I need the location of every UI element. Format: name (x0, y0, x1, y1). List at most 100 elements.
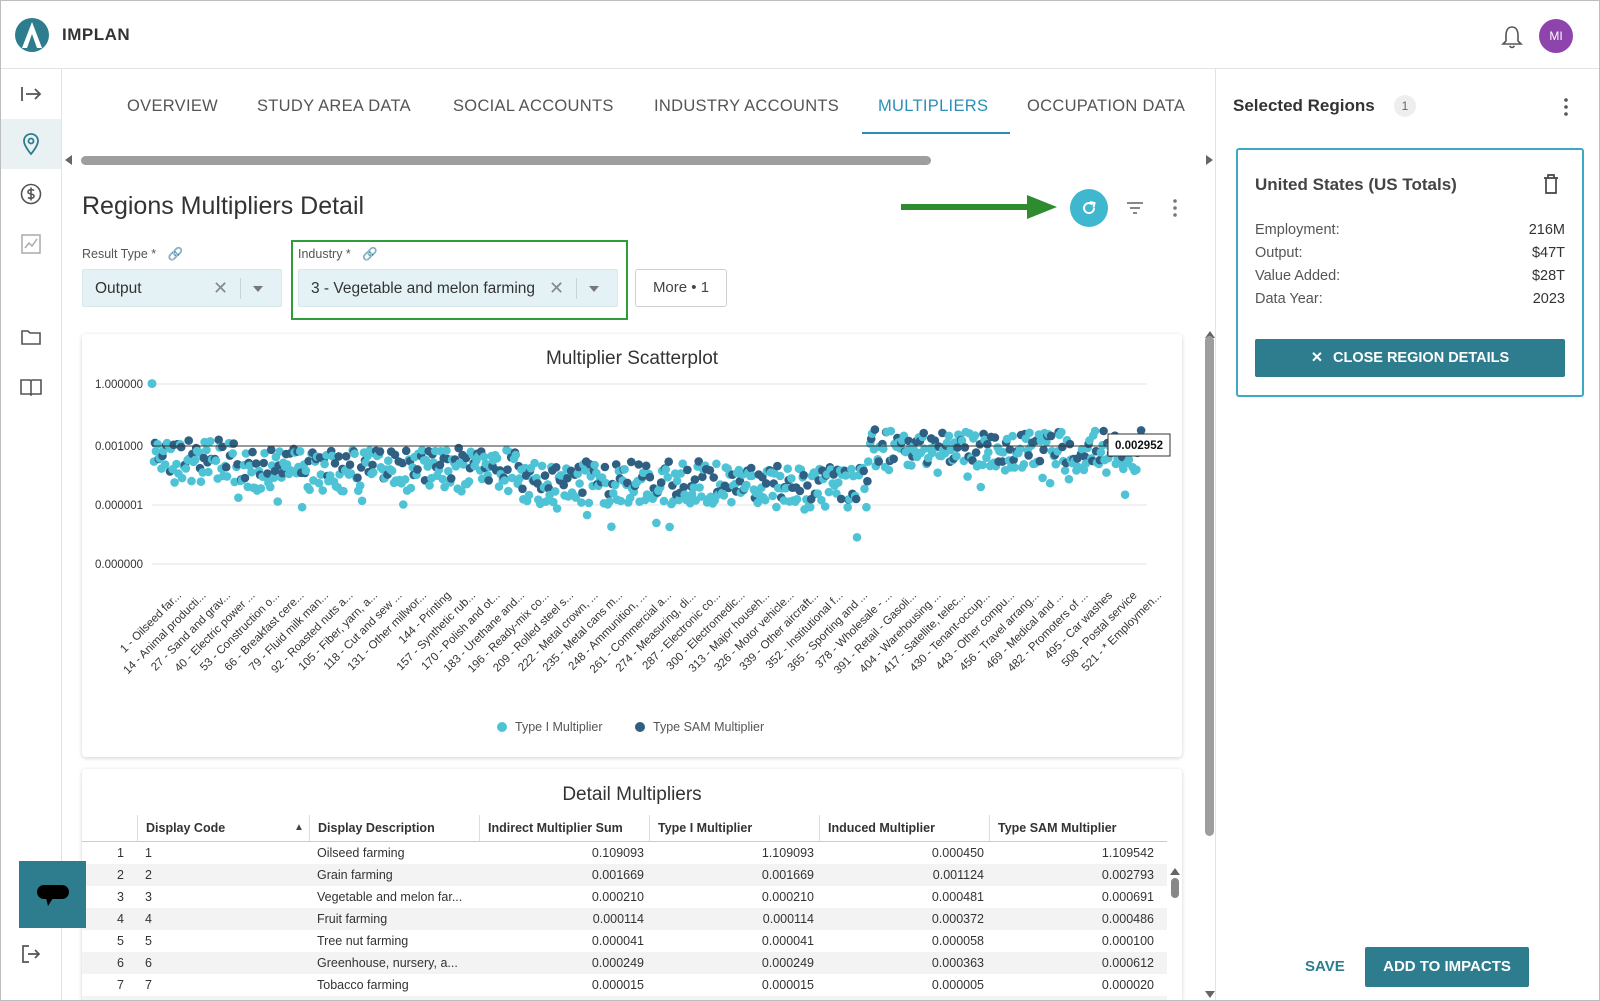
type-i-point[interactable] (530, 458, 539, 468)
type-i-point[interactable] (265, 482, 275, 492)
type-i-point[interactable] (601, 478, 611, 488)
type-i-point[interactable] (864, 457, 873, 466)
table-row[interactable]: 88Cotton farming0.0000710.0000710.000011… (82, 996, 1167, 1000)
type-sam-point[interactable] (233, 460, 242, 469)
type-sam-point[interactable] (1065, 439, 1075, 449)
type-i-point[interactable] (1010, 463, 1019, 472)
type-sam-point[interactable] (919, 428, 928, 438)
type-sam-point[interactable] (1099, 426, 1108, 436)
type-sam-point[interactable] (679, 482, 688, 492)
chevron-down-icon[interactable] (589, 286, 599, 292)
type-sam-point[interactable] (503, 465, 512, 474)
type-i-point[interactable] (464, 477, 474, 486)
column-header-type-i[interactable]: Type I Multiplier (649, 815, 819, 841)
type-sam-point[interactable] (983, 440, 992, 449)
table-row[interactable]: 5 5 Tree nut farming 0.000041 0.000041 0.0000… (82, 930, 1167, 952)
save-button[interactable]: SAVE (1305, 958, 1345, 975)
type-sam-point[interactable] (611, 460, 621, 469)
type-i-point[interactable] (1015, 444, 1025, 454)
column-header-display-description[interactable]: Display Description (309, 815, 479, 841)
type-i-point[interactable] (504, 486, 513, 496)
type-i-point[interactable] (610, 480, 620, 490)
type-i-point[interactable] (241, 449, 251, 458)
type-sam-point[interactable] (836, 494, 846, 504)
type-sam-point[interactable] (518, 484, 527, 494)
type-i-point[interactable] (742, 480, 751, 490)
type-i-point[interactable] (847, 464, 856, 474)
type-sam-point[interactable] (559, 480, 568, 490)
sort-ascending-icon[interactable]: ▲ (294, 822, 304, 833)
type-i-point[interactable] (479, 452, 489, 462)
type-i-point[interactable] (852, 533, 862, 542)
legend-type-i-label[interactable]: Type I Multiplier (515, 720, 603, 734)
type-sam-point[interactable] (938, 428, 947, 438)
type-sam-point[interactable] (1039, 445, 1048, 455)
type-sam-point[interactable] (435, 460, 445, 470)
type-i-point[interactable] (269, 473, 279, 482)
type-sam-point[interactable] (863, 476, 872, 486)
type-i-point[interactable] (369, 468, 378, 477)
type-i-point[interactable] (170, 478, 179, 487)
type-i-point[interactable] (234, 493, 243, 502)
type-i-point[interactable] (753, 498, 762, 508)
type-i-point[interactable] (1057, 427, 1066, 437)
type-i-point[interactable] (787, 474, 796, 483)
type-i-point[interactable] (350, 449, 359, 458)
type-i-point[interactable] (712, 459, 721, 469)
type-i-point[interactable] (676, 469, 686, 478)
type-sam-point[interactable] (341, 452, 351, 461)
type-i-point[interactable] (616, 496, 626, 506)
type-i-point[interactable] (678, 459, 687, 468)
implan-logo-icon[interactable] (14, 17, 50, 53)
column-header-type-sam[interactable]: Type SAM Multiplier (989, 815, 1159, 841)
type-i-point[interactable] (775, 471, 785, 481)
type-sam-point[interactable] (263, 469, 272, 478)
table-row[interactable]: 6 6 Greenhouse, nursery, a... 0.000249 0.000… (82, 952, 1167, 974)
close-region-details-button[interactable]: ✕ CLOSE REGION DETAILS (1255, 339, 1565, 377)
type-i-point[interactable] (1132, 465, 1141, 474)
type-sam-point[interactable] (221, 462, 231, 472)
nav-results[interactable] (1, 219, 61, 269)
type-i-point[interactable] (661, 465, 671, 474)
type-sam-point[interactable] (184, 436, 193, 445)
type-i-point[interactable] (768, 491, 777, 501)
type-sam-point[interactable] (773, 461, 782, 471)
type-sam-point[interactable] (874, 457, 883, 466)
type-i-point[interactable] (260, 448, 269, 458)
clear-icon[interactable]: ✕ (213, 278, 229, 298)
table-scrollbar[interactable] (1171, 878, 1179, 898)
type-i-point[interactable] (202, 445, 211, 455)
type-i-point[interactable] (318, 486, 327, 495)
type-sam-point[interactable] (694, 457, 703, 466)
type-i-point[interactable] (573, 469, 582, 478)
type-i-point[interactable] (841, 471, 851, 480)
type-sam-point[interactable] (735, 476, 745, 486)
type-i-point[interactable] (417, 445, 427, 455)
type-i-point[interactable] (978, 460, 987, 470)
type-i-point[interactable] (549, 497, 558, 507)
nav-library[interactable] (1, 362, 61, 412)
type-sam-point[interactable] (626, 457, 636, 467)
type-i-point[interactable] (824, 487, 834, 497)
type-sam-point[interactable] (1005, 445, 1015, 454)
type-i-point[interactable] (697, 492, 706, 501)
clear-icon[interactable]: ✕ (549, 278, 565, 298)
type-i-point[interactable] (584, 498, 594, 508)
type-i-point[interactable] (387, 466, 397, 476)
type-i-point[interactable] (620, 465, 629, 474)
type-i-point[interactable] (933, 468, 942, 477)
type-sam-point[interactable] (540, 471, 550, 480)
type-i-point[interactable] (879, 444, 888, 454)
type-i-point[interactable] (577, 498, 586, 507)
type-i-point[interactable] (205, 437, 215, 446)
user-avatar[interactable]: MI (1539, 19, 1573, 53)
type-sam-point[interactable] (214, 435, 223, 445)
type-sam-point[interactable] (758, 472, 767, 482)
type-i-point[interactable] (1025, 428, 1034, 438)
logout-button[interactable] (1, 929, 61, 979)
type-sam-point[interactable] (1035, 456, 1045, 466)
tab-multipliers[interactable]: MULTIPLIERS (878, 97, 989, 115)
trash-icon[interactable] (1542, 173, 1560, 195)
type-i-point[interactable] (172, 459, 181, 469)
table-row[interactable]: 4 4 Fruit farming 0.000114 0.000114 0.000372 0… (82, 908, 1167, 930)
